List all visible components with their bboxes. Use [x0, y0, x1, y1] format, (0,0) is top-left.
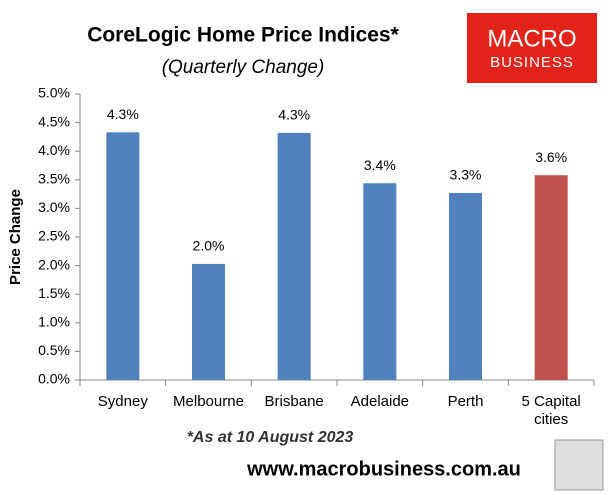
y-tick-label: 5.0%: [38, 85, 70, 101]
y-tick-label: 4.0%: [38, 142, 70, 158]
x-tick-label: Perth: [447, 393, 484, 410]
y-tick-label: 0.5%: [38, 342, 70, 358]
logo-box: [467, 13, 597, 83]
bar: [449, 192, 482, 380]
value-label: 2.0%: [193, 238, 225, 254]
logo-text: MACRO: [487, 25, 576, 52]
value-label: 3.4%: [364, 157, 396, 173]
bar: [106, 132, 140, 380]
y-tick-label: 1.5%: [38, 285, 70, 301]
value-label: 4.3%: [107, 106, 139, 122]
bar: [534, 175, 568, 380]
y-tick-label: 1.0%: [38, 314, 70, 330]
x-tick-label: Sydney: [97, 393, 148, 410]
y-tick-label: 2.0%: [38, 256, 70, 272]
y-tick-label: 2.5%: [38, 228, 70, 244]
source: www.macrobusiness.com.au: [246, 458, 521, 480]
bar: [363, 183, 397, 380]
y-tick-label: 4.5%: [38, 113, 70, 129]
y-axis-label: Price Change: [7, 189, 24, 285]
bar: [192, 263, 225, 380]
logo-text: BUSINESS: [490, 54, 574, 71]
footnote: *As at 10 August 2023: [187, 429, 354, 446]
bar: [277, 132, 311, 380]
y-tick-label: 0.0%: [38, 371, 70, 387]
y-tick-label: 3.5%: [38, 171, 70, 187]
x-tick-label: Brisbane: [264, 393, 324, 410]
x-tick-label: 5 Capital cities: [521, 393, 581, 428]
chart-subtitle: (Quarterly Change): [162, 57, 325, 78]
value-label: 3.6%: [535, 149, 567, 165]
y-tick-label: 3.0%: [38, 199, 70, 215]
value-label: 4.3%: [278, 107, 310, 123]
chart-title: CoreLogic Home Price Indices*: [87, 24, 399, 47]
x-tick-label: Melbourne: [173, 393, 244, 410]
value-label: 3.3%: [450, 167, 482, 183]
x-tick-label: Adelaide: [350, 393, 410, 410]
logo-icon: [554, 439, 604, 491]
